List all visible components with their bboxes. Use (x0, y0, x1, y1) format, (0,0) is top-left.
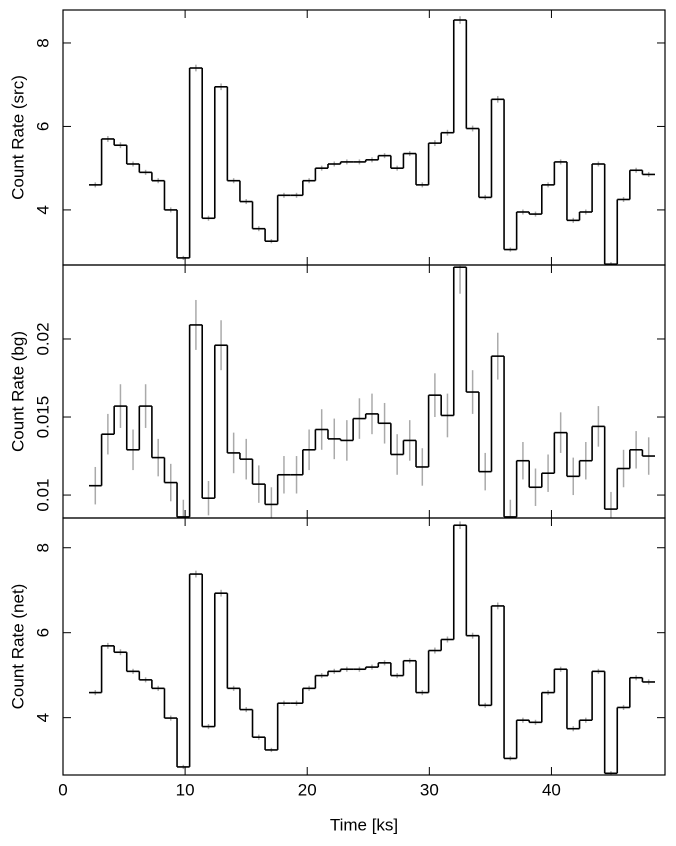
y-tick-label: 4 (33, 713, 52, 722)
x-tick-label: 0 (58, 780, 67, 799)
y-tick-label: 6 (33, 122, 52, 131)
panel-frame (62, 517, 666, 776)
y-tick-label: 8 (33, 543, 52, 552)
y-tick-label: 8 (33, 38, 52, 47)
y-tick-label: 0.015 (33, 396, 52, 439)
y-tick-label: 6 (33, 628, 52, 637)
panel-frame (62, 9, 666, 266)
x-tick-label: 40 (542, 780, 561, 799)
y-tick-label: 0.02 (33, 322, 52, 355)
x-tick-label: 10 (176, 780, 195, 799)
y-tick-label: 4 (33, 205, 52, 214)
y-tick-label: 0.01 (33, 479, 52, 512)
y-axis-label: Count Rate (bg) (8, 331, 27, 452)
x-tick-label: 30 (420, 780, 439, 799)
x-tick-label: 20 (298, 780, 317, 799)
y-axis-label: Count Rate (src) (8, 75, 27, 200)
panel-frame (62, 264, 666, 519)
y-axis-label: Count Rate (net) (8, 584, 27, 710)
x-axis-label: Time [ks] (330, 815, 398, 834)
